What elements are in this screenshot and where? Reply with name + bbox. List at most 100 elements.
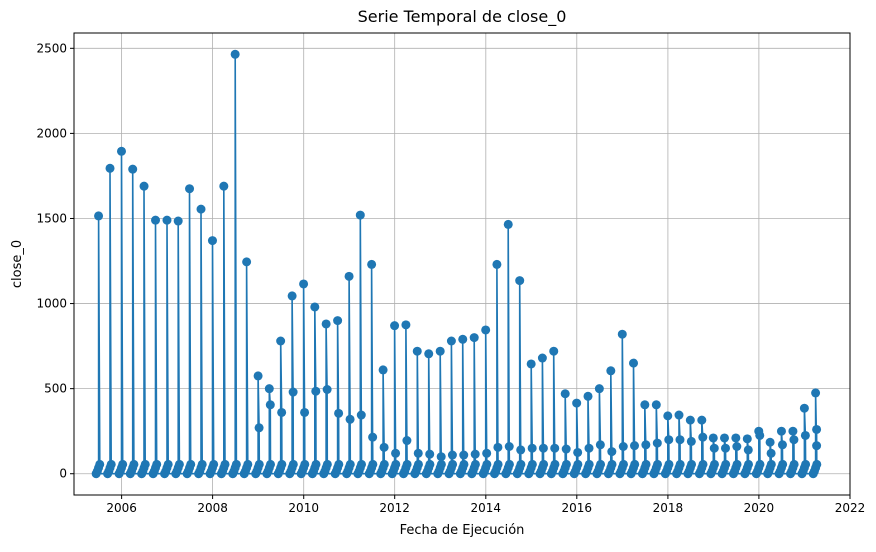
y-tick-label: 0 — [59, 467, 67, 481]
data-point — [765, 437, 775, 447]
data-point — [743, 459, 753, 469]
data-point — [573, 447, 583, 457]
data-point — [412, 346, 422, 356]
data-point — [572, 398, 582, 408]
data-point — [368, 459, 378, 469]
data-point — [550, 459, 560, 469]
data-point — [254, 423, 264, 433]
data-point — [230, 49, 240, 59]
data-point — [663, 411, 673, 421]
data-point — [732, 459, 742, 469]
data-point — [664, 435, 674, 445]
data-point — [185, 184, 195, 194]
data-point — [186, 459, 196, 469]
data-point — [812, 441, 822, 451]
data-point — [697, 415, 707, 425]
data-point — [435, 346, 445, 356]
data-point — [503, 219, 513, 229]
data-point — [742, 434, 752, 444]
data-point — [789, 435, 799, 445]
y-tick-label: 500 — [44, 382, 67, 396]
data-point — [561, 459, 571, 469]
data-point — [618, 442, 628, 452]
data-point — [470, 459, 480, 469]
data-point — [287, 291, 297, 301]
data-point — [378, 365, 388, 375]
data-point — [379, 459, 389, 469]
data-point — [207, 236, 217, 246]
data-point — [504, 442, 514, 452]
data-point — [549, 346, 559, 356]
x-tick-label: 2010 — [288, 501, 319, 515]
data-point — [743, 445, 753, 455]
data-point — [425, 459, 435, 469]
data-point — [458, 334, 468, 344]
data-point — [641, 459, 651, 469]
data-point — [322, 459, 332, 469]
data-point — [811, 388, 821, 398]
data-point — [719, 433, 729, 443]
x-tick-label: 2006 — [106, 501, 137, 515]
data-point — [550, 443, 560, 453]
data-point — [538, 443, 548, 453]
data-point — [754, 426, 764, 436]
data-point — [345, 459, 355, 469]
data-point — [675, 459, 685, 469]
data-point — [209, 459, 219, 469]
series-line — [95, 53, 818, 475]
data-point — [151, 215, 161, 225]
x-axis-label: Fecha de Ejecución — [400, 523, 525, 538]
data-point — [812, 459, 822, 469]
data-point — [254, 459, 264, 469]
data-point — [265, 400, 275, 410]
data-point — [140, 459, 150, 469]
data-point — [173, 216, 183, 226]
data-point — [243, 459, 253, 469]
data-point — [390, 321, 400, 331]
data-point — [493, 459, 503, 469]
data-point — [379, 442, 389, 452]
data-point — [584, 459, 594, 469]
data-point — [162, 215, 172, 225]
data-point — [526, 359, 536, 369]
data-point — [355, 210, 365, 220]
axis-ticks: 2006 2008 2010 2012 2014 2016 2018 2020 2022 0 500… — [36, 41, 865, 515]
y-tick-label: 2500 — [36, 41, 67, 55]
data-point — [584, 443, 594, 453]
data-point — [573, 459, 583, 469]
data-point — [527, 459, 537, 469]
data-point — [391, 459, 401, 469]
data-point — [788, 426, 798, 436]
data-point — [95, 459, 105, 469]
data-point — [651, 400, 661, 410]
data-point — [629, 358, 639, 368]
data-point — [766, 448, 776, 458]
data-point — [242, 257, 252, 267]
data-point — [698, 459, 708, 469]
data-point — [266, 459, 276, 469]
data-point — [709, 443, 719, 453]
data-point — [537, 353, 547, 363]
data-point — [721, 459, 731, 469]
data-point — [163, 459, 173, 469]
data-point — [129, 459, 139, 469]
data-point — [685, 415, 695, 425]
y-tick-label: 1000 — [36, 297, 67, 311]
data-point — [561, 444, 571, 454]
data-point — [425, 449, 435, 459]
data-point — [288, 459, 298, 469]
data-point — [276, 336, 286, 346]
data-point — [778, 459, 788, 469]
data-point — [583, 391, 593, 401]
data-point — [652, 438, 662, 448]
x-tick-label: 2008 — [197, 501, 228, 515]
data-point — [277, 407, 287, 417]
data-point — [196, 204, 206, 214]
data-point — [504, 459, 514, 469]
data-point — [709, 459, 719, 469]
data-series — [91, 49, 822, 479]
data-point — [708, 433, 718, 443]
y-axis-label: close_0 — [10, 240, 25, 288]
data-point — [687, 459, 697, 469]
